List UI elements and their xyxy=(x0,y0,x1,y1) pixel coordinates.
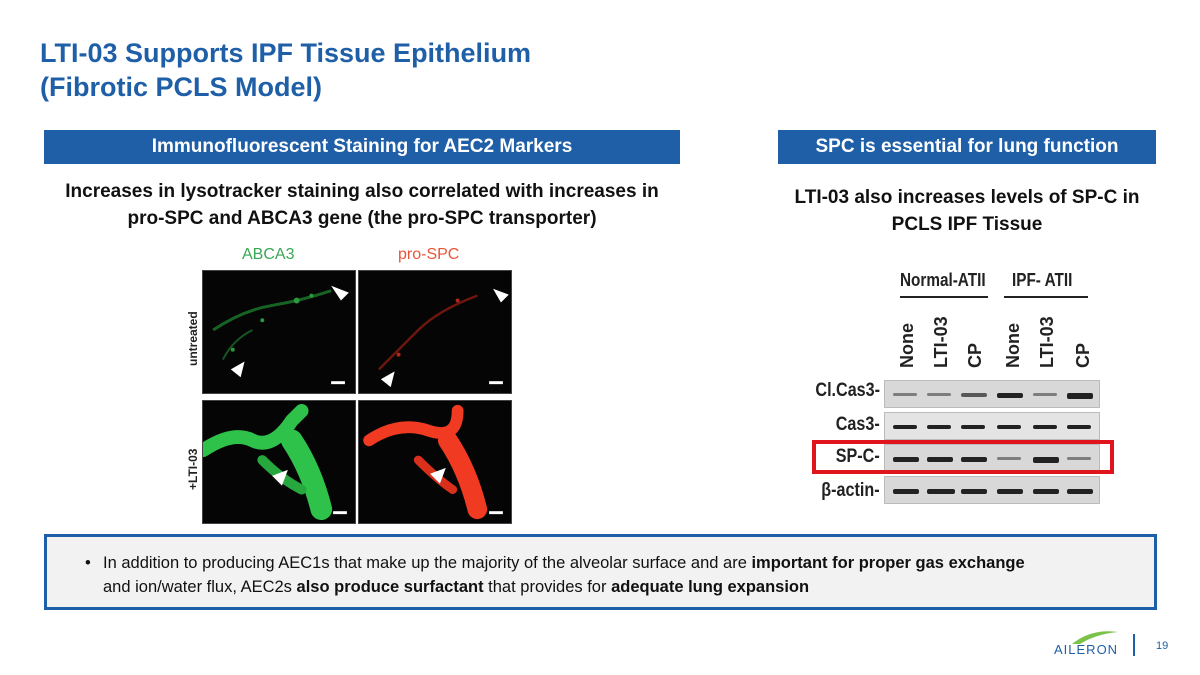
blot-strip-cl-cas3 xyxy=(884,380,1100,408)
right-subheading: LTI-03 also increases levels of SP-C in … xyxy=(778,184,1156,238)
band-label-cl-cas3: Cl.Cas3- xyxy=(815,380,880,401)
left-section-banner: Immunofluorescent Staining for AEC2 Mark… xyxy=(44,130,680,164)
right-section-banner: SPC is essential for lung function xyxy=(778,130,1156,164)
immunofluorescence-figure: ABCA3 pro-SPC xyxy=(180,244,520,524)
arrowhead-icon xyxy=(272,469,288,486)
footer-divider xyxy=(1133,634,1135,656)
right-subheading-line-1: LTI-03 also increases levels of SP-C in xyxy=(794,187,1140,208)
lane-label: None xyxy=(1003,323,1023,368)
lane-label: CP xyxy=(1073,342,1093,368)
lane-label: LTI-03 xyxy=(1037,316,1057,368)
arrowhead-icon xyxy=(230,361,245,378)
band-label-cas3: Cas3- xyxy=(836,414,880,435)
summary-emphasis: important for proper gas exchange xyxy=(751,554,1025,572)
micrograph-lti03-abca3 xyxy=(202,400,356,524)
col-label-pro-spc: pro-SPC xyxy=(398,246,460,263)
col-label-abca3: ABCA3 xyxy=(242,246,295,263)
group-label-normal-atii: Normal-ATII xyxy=(900,270,986,290)
band-label-beta-actin: β-actin- xyxy=(821,480,880,501)
lane-label: None xyxy=(897,323,917,368)
group-underline xyxy=(900,296,988,298)
logo-swoosh-icon xyxy=(1072,631,1118,644)
summary-emphasis: adequate lung expansion xyxy=(611,578,810,596)
logo-text: AILERON xyxy=(1054,642,1119,657)
summary-emphasis: also produce surfactant xyxy=(296,578,484,596)
arrowhead-icon xyxy=(493,288,509,303)
scale-bar xyxy=(489,511,503,515)
left-subheading: Increases in lysotracker staining also c… xyxy=(44,178,680,232)
summary-box: In addition to producing AEC1s that make… xyxy=(44,534,1157,610)
blot-strip-cas3 xyxy=(884,412,1100,440)
lane-label: CP xyxy=(965,342,985,368)
group-underline xyxy=(1004,296,1088,298)
blot-strip-sp-c xyxy=(884,444,1100,472)
scale-bar xyxy=(489,381,503,385)
summary-text: In addition to producing AEC1s that make… xyxy=(103,554,752,572)
micrograph-untreated-abca3 xyxy=(202,270,356,394)
row-label-untreated: untreated xyxy=(186,311,200,366)
left-subheading-line-2: pro-SPC and ABCA3 gene (the pro-SPC tran… xyxy=(127,208,597,229)
right-subheading-line-2: PCLS IPF Tissue xyxy=(891,214,1043,235)
slide-title: LTI-03 Supports IPF Tissue Epithelium (F… xyxy=(40,36,740,104)
summary-text: that provides for xyxy=(483,578,612,596)
sp-c-highlight-box xyxy=(812,440,1114,474)
left-banner-label: Immunofluorescent Staining for AEC2 Mark… xyxy=(151,136,573,157)
arrowhead-icon xyxy=(430,467,446,484)
title-line-1: LTI-03 Supports IPF Tissue Epithelium xyxy=(40,38,532,68)
band-label-sp-c: SP-C- xyxy=(836,446,880,467)
lane-label: LTI-03 xyxy=(931,316,951,368)
summary-bullet: In addition to producing AEC1s that make… xyxy=(85,551,1043,599)
group-label-ipf-atii: IPF- ATII xyxy=(1012,270,1073,290)
row-label-lti03: +LTI-03 xyxy=(186,448,200,490)
title-line-2: (Fibrotic PCLS Model) xyxy=(40,72,322,102)
micrograph-untreated-pro-spc xyxy=(358,270,512,394)
scale-bar xyxy=(333,511,347,515)
left-subheading-line-1: Increases in lysotracker staining also c… xyxy=(65,181,659,202)
right-banner-label: SPC is essential for lung function xyxy=(815,136,1119,157)
micrograph-lti03-pro-spc xyxy=(358,400,512,524)
blot-strip-beta-actin xyxy=(884,476,1100,504)
page-number: 19 xyxy=(1156,640,1169,652)
scale-bar xyxy=(331,381,345,385)
summary-text: and ion/water flux, AEC2s xyxy=(103,578,297,596)
aileron-logo: AILERON xyxy=(1054,630,1126,662)
arrowhead-icon xyxy=(380,371,395,388)
western-blot-figure: Normal-ATII IPF- ATII None LTI-03 CP Non… xyxy=(790,266,1160,516)
arrowhead-icon xyxy=(331,285,349,301)
